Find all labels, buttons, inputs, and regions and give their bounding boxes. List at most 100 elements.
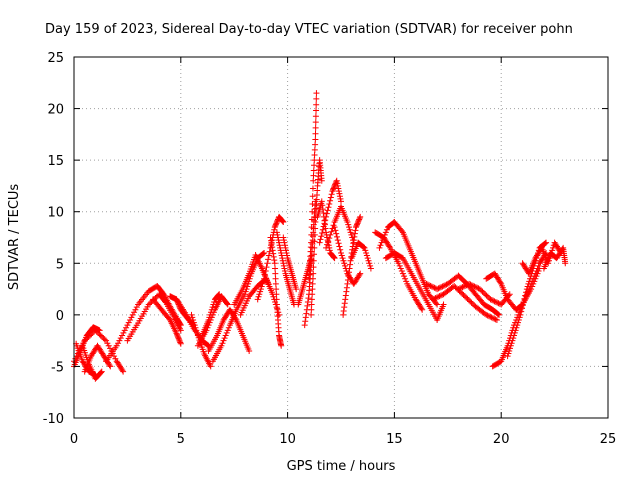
data-point [311, 162, 318, 169]
data-point [460, 283, 467, 290]
data-point [216, 291, 223, 298]
data-point [100, 335, 107, 342]
y-tick-label: -10 [43, 412, 64, 427]
data-point [467, 298, 474, 305]
data-point [433, 294, 440, 301]
data-point [257, 286, 264, 293]
data-point [451, 282, 458, 289]
data-point [276, 242, 283, 249]
data-point [280, 237, 287, 244]
data-point [268, 240, 275, 247]
data-point [352, 227, 359, 234]
data-point [309, 286, 316, 293]
data-point [511, 329, 518, 336]
data-point [191, 322, 198, 329]
data-point [459, 290, 466, 297]
data-point [175, 335, 182, 342]
tick-labels: 0 5 10 15 20 25 -10 -5 0 5 10 15 20 25 [43, 51, 617, 447]
data-point [341, 260, 348, 267]
data-point [309, 291, 316, 298]
data-point [458, 284, 465, 291]
plot-frame [73, 56, 609, 419]
data-point [338, 249, 344, 256]
data-point [364, 255, 371, 262]
data-point [340, 307, 347, 314]
data-point [281, 268, 288, 275]
data-point [265, 256, 272, 263]
data-point [333, 177, 340, 184]
data-point [264, 260, 271, 267]
data-point [174, 333, 181, 340]
data-point [329, 186, 336, 193]
data-point [279, 257, 286, 264]
data-point [111, 353, 118, 360]
data-point [488, 297, 495, 304]
data-point [259, 280, 266, 287]
data-point [435, 285, 442, 292]
data-point [366, 260, 373, 267]
data-point [310, 172, 317, 179]
data-point [456, 285, 463, 292]
data-point [485, 313, 492, 320]
data-point [483, 311, 490, 318]
data-point [325, 204, 332, 211]
data-point [347, 229, 354, 236]
data-point [95, 329, 102, 336]
data-point [460, 292, 467, 299]
data-point [353, 222, 360, 229]
data-point [403, 278, 410, 285]
data-point [147, 300, 154, 307]
data-point [262, 268, 269, 275]
data-point [120, 368, 127, 375]
data-point [433, 300, 440, 307]
data-point [312, 124, 319, 131]
data-point [309, 275, 316, 282]
data-point [504, 353, 511, 360]
data-point [129, 311, 136, 318]
data-point [272, 280, 279, 287]
data-point [72, 355, 79, 362]
data-point [355, 219, 362, 226]
data-point [342, 292, 349, 299]
data-point [206, 314, 213, 321]
data-point [436, 293, 443, 300]
data-point [334, 180, 341, 187]
data-point [311, 244, 318, 251]
data-point [313, 95, 320, 102]
data-point [279, 255, 286, 262]
data-point [355, 217, 362, 224]
data-point [310, 270, 317, 277]
data-point [254, 296, 261, 303]
data-point [455, 286, 462, 293]
data-point [516, 314, 523, 321]
data-point [120, 329, 127, 336]
data-point [320, 223, 327, 230]
data-point [93, 328, 100, 335]
data-point [357, 270, 364, 277]
data-point [87, 332, 94, 339]
data-point [312, 225, 319, 232]
data-point [319, 206, 326, 213]
data-point [479, 288, 486, 295]
data-point [398, 268, 405, 275]
data-point [320, 210, 327, 217]
data-point [524, 283, 531, 290]
data-point [424, 281, 431, 288]
data-point [472, 284, 479, 291]
data-point [221, 335, 228, 342]
data-point [278, 249, 285, 256]
data-point [497, 279, 504, 286]
x-tick-label: 5 [177, 432, 185, 447]
data-point [277, 244, 284, 251]
data-point [113, 342, 120, 349]
data-point [312, 113, 319, 120]
data-point [360, 244, 367, 251]
data-point [225, 324, 232, 331]
data-point [487, 313, 494, 320]
data-point [343, 284, 350, 291]
data-point [440, 301, 447, 308]
data-point [331, 184, 338, 191]
data-point [336, 190, 343, 197]
data-point [207, 363, 214, 370]
